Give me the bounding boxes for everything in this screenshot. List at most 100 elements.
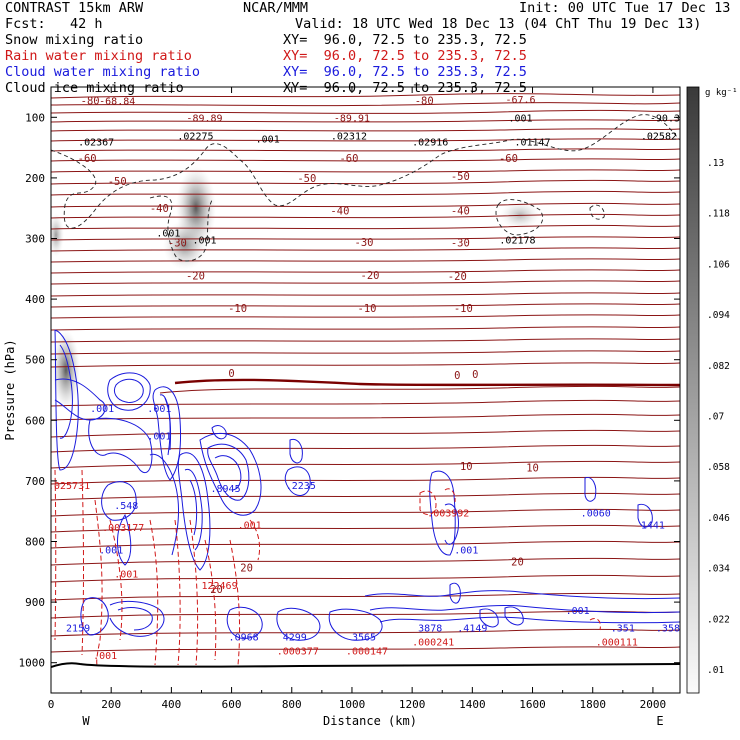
extremum-label: .003992 xyxy=(427,508,469,519)
extremum-label: .001 xyxy=(238,521,262,532)
cloud-contour xyxy=(584,476,597,502)
cloud-contour xyxy=(164,397,171,456)
colorbar-unit: g kg⁻¹ xyxy=(705,88,738,98)
colorbar-label: .07 xyxy=(707,412,724,423)
isotherm xyxy=(51,258,680,263)
cloud-contour xyxy=(54,378,106,421)
temperature-label: -40 xyxy=(150,203,169,215)
legend-label: Cloud water mixing ratio xyxy=(5,64,201,80)
cloud-contour xyxy=(113,378,144,403)
rain-contour xyxy=(419,490,437,516)
colorbar-label: .13 xyxy=(707,158,724,169)
cloud-contour xyxy=(369,604,680,614)
cloud-contour xyxy=(152,386,181,481)
isotherm xyxy=(51,628,680,637)
colorbar-label: .106 xyxy=(707,259,730,270)
y-tick-label: 1000 xyxy=(19,657,46,670)
cloud-contour xyxy=(289,438,303,464)
legend-xy: XY= 96.0, 72.5 to 235.3, 72.5 xyxy=(283,48,527,64)
temperature-label: -20 xyxy=(361,270,380,282)
isotherm xyxy=(51,557,680,566)
cloud-contour xyxy=(189,479,198,536)
extremum-label: .001 xyxy=(156,228,180,239)
isotherm xyxy=(51,236,680,241)
isotherm xyxy=(51,292,680,297)
cloud-contour xyxy=(226,606,263,639)
extremum-label: .025731 xyxy=(48,481,90,492)
isotherm xyxy=(51,190,680,196)
ice-contour xyxy=(495,199,543,236)
x-tick-label: 800 xyxy=(282,698,302,711)
valid-time: Valid: 18 UTC Wed 18 Dec 13 (04 ChT Thu … xyxy=(295,16,702,32)
isotherm xyxy=(51,492,680,501)
extremum-label: .0968 xyxy=(229,633,259,644)
isotherm xyxy=(51,399,680,407)
x-tick-label: 0 xyxy=(48,698,55,711)
temperature-label: 0 xyxy=(454,370,460,382)
temperature-label: -30 xyxy=(451,238,470,250)
isotherm xyxy=(51,460,680,469)
rain-water-contours xyxy=(54,469,601,666)
x-axis: 0 200 400 600 800 1000 1200 1400 1600 1800 2000 xyxy=(48,87,666,711)
isotherm xyxy=(51,93,680,99)
cloud-contour xyxy=(109,600,165,637)
isotherm xyxy=(51,109,680,114)
extremum-label: .001 xyxy=(566,606,590,617)
cloud-contour xyxy=(101,481,137,521)
cloud-contour xyxy=(211,425,227,440)
extremum-label: -89.89 xyxy=(186,113,222,124)
temperature-label: -50 xyxy=(108,176,127,188)
x-tick-label: 400 xyxy=(161,698,181,711)
x-axis-west-label: W xyxy=(82,714,90,728)
temperature-label: -50 xyxy=(451,171,470,183)
cloud-contour xyxy=(504,606,524,626)
legend-label: Snow mixing ratio xyxy=(5,32,144,48)
shading-blob xyxy=(163,220,207,270)
rain-contour xyxy=(109,519,123,641)
center-title: NCAR/MMM xyxy=(243,0,309,16)
extremum-label: .2235 xyxy=(286,481,316,492)
cloud-contour xyxy=(117,513,132,566)
extremum-label: 1441 xyxy=(641,521,665,532)
cloud-contour xyxy=(328,608,383,641)
temperature-label: -80 xyxy=(81,95,100,107)
shading-blob xyxy=(52,330,80,410)
x-tick-label: 1200 xyxy=(399,698,426,711)
mixing-ratio-shading xyxy=(51,166,540,410)
extremum-label: .001 xyxy=(256,135,280,146)
cloud-contour xyxy=(364,590,680,600)
rain-contour xyxy=(94,499,103,666)
extremum-label: .000147 xyxy=(346,647,388,658)
isotherm xyxy=(51,314,680,319)
temperature-label: -10 xyxy=(358,303,377,315)
extremum-label: 2159 xyxy=(66,624,90,635)
extremum-label: .351 xyxy=(611,624,635,635)
isotherm xyxy=(51,128,680,132)
cloud-contour xyxy=(177,452,211,571)
isotherm xyxy=(51,119,680,123)
cloud-contour xyxy=(379,616,680,624)
cloud-contour xyxy=(59,344,73,439)
x-tick-label: 1800 xyxy=(579,698,606,711)
temperature-label: 0 xyxy=(228,368,234,380)
y-tick-label: 200 xyxy=(25,172,45,185)
cloud-water-contours xyxy=(54,329,680,641)
isotherm xyxy=(51,179,680,185)
init-time: Init: 00 UTC Tue 17 Dec 13 xyxy=(519,0,731,16)
cloud-ice-contours xyxy=(51,114,680,262)
isotherm xyxy=(51,476,680,485)
extremum-label: 3565 xyxy=(352,633,376,644)
temperature-label: 20 xyxy=(240,563,253,575)
isotherm xyxy=(51,303,680,308)
cloud-contour xyxy=(284,466,311,496)
y-tick-label: 600 xyxy=(25,414,45,427)
isotherm xyxy=(51,269,680,274)
x-tick-label: 1600 xyxy=(519,698,546,711)
cloud-contour xyxy=(479,608,499,628)
extremum-label: .001 xyxy=(147,431,171,442)
temperature-label: -10 xyxy=(454,303,473,315)
shading-blob xyxy=(51,213,64,257)
temperature-label: 20 xyxy=(511,556,524,568)
extremum-label: 3878 xyxy=(418,624,442,635)
extremum-label: .001 xyxy=(93,651,117,662)
